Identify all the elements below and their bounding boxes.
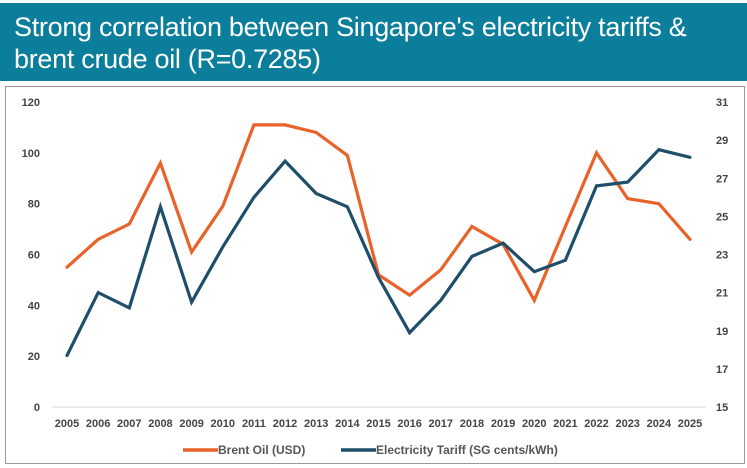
legend-item-brent-oil: Brent Oil (USD): [183, 443, 305, 457]
chart-frame: [5, 86, 745, 464]
x-axis-tick-label: 2021: [553, 418, 577, 430]
right-axis: 15 17 19 21 23 25 27 29 31: [716, 97, 728, 414]
left-axis-tick-label: 60: [28, 250, 40, 262]
left-axis-tick-label: 80: [28, 199, 40, 211]
electricity-tariff-line: [65, 147, 692, 358]
right-axis-tick-label: 23: [716, 250, 728, 262]
right-axis-tick-label: 15: [716, 402, 728, 414]
series-layer: [65, 123, 692, 358]
left-axis-tick-label: 40: [28, 300, 40, 312]
x-axis-tick-label: 2006: [86, 418, 110, 430]
x-axis: 2005 2006 2007 2008 2009 2010 2011 2012 2013 2014…: [52, 406, 706, 430]
left-axis-tick-label: 20: [28, 351, 40, 363]
right-axis-tick-label: 29: [716, 135, 728, 147]
x-axis-tick-label: 2012: [273, 418, 297, 430]
legend-item-electricity-tariff: Electricity Tariff (SG cents/kWh): [341, 443, 558, 457]
x-axis-tick-label: 2020: [522, 418, 546, 430]
left-axis-tick-label: 100: [22, 148, 40, 160]
series-electricity-tariff: [65, 147, 692, 358]
right-axis-tick-label: 27: [716, 173, 728, 185]
x-axis-tick-label: 2017: [429, 418, 453, 430]
right-axis-tick-label: 19: [716, 326, 728, 338]
x-axis-tick-label: 2018: [460, 418, 484, 430]
x-axis-tick-label: 2008: [148, 418, 172, 430]
right-axis-tick-label: 21: [716, 288, 728, 300]
left-axis-tick-label: 0: [34, 402, 40, 414]
legend-label: Electricity Tariff (SG cents/kWh): [376, 443, 558, 457]
legend-label: Brent Oil (USD): [218, 443, 305, 457]
x-axis-tick-label: 2011: [242, 418, 266, 430]
right-axis-tick-label: 31: [716, 97, 728, 109]
legend: Brent Oil (USD) Electricity Tariff (SG ce…: [183, 443, 558, 457]
x-axis-tick-label: 2014: [335, 418, 360, 430]
x-axis-tick-label: 2010: [211, 418, 235, 430]
x-axis-tick-label: 2022: [584, 418, 608, 430]
x-axis-tick-label: 2025: [678, 418, 702, 430]
x-axis-tick-label: 2005: [55, 418, 79, 430]
x-axis-tick-label: 2009: [179, 418, 203, 430]
x-axis-tick-label: 2024: [647, 418, 672, 430]
right-axis-tick-label: 17: [716, 364, 728, 376]
x-axis-tick-label: 2007: [117, 418, 141, 430]
x-axis-tick-label: 2015: [366, 418, 390, 430]
right-axis-tick-label: 25: [716, 211, 728, 223]
x-axis-tick-label: 2016: [397, 418, 421, 430]
x-axis-tick-label: 2023: [615, 418, 639, 430]
x-axis-tick-label: 2013: [304, 418, 328, 430]
left-axis-tick-label: 120: [22, 97, 40, 109]
x-axis-tick-label: 2019: [491, 418, 515, 430]
left-axis: 0 20 40 60 80 100 120: [22, 97, 40, 414]
chart-header: Strong correlation between Singapore's e…: [0, 3, 747, 81]
chart-title: Strong correlation between Singapore's e…: [14, 12, 687, 74]
